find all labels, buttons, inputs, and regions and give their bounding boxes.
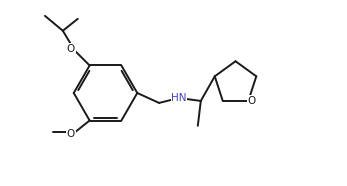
Text: O: O <box>247 96 255 106</box>
Text: HN: HN <box>171 93 187 103</box>
Text: O: O <box>67 129 75 139</box>
Text: O: O <box>67 44 75 54</box>
